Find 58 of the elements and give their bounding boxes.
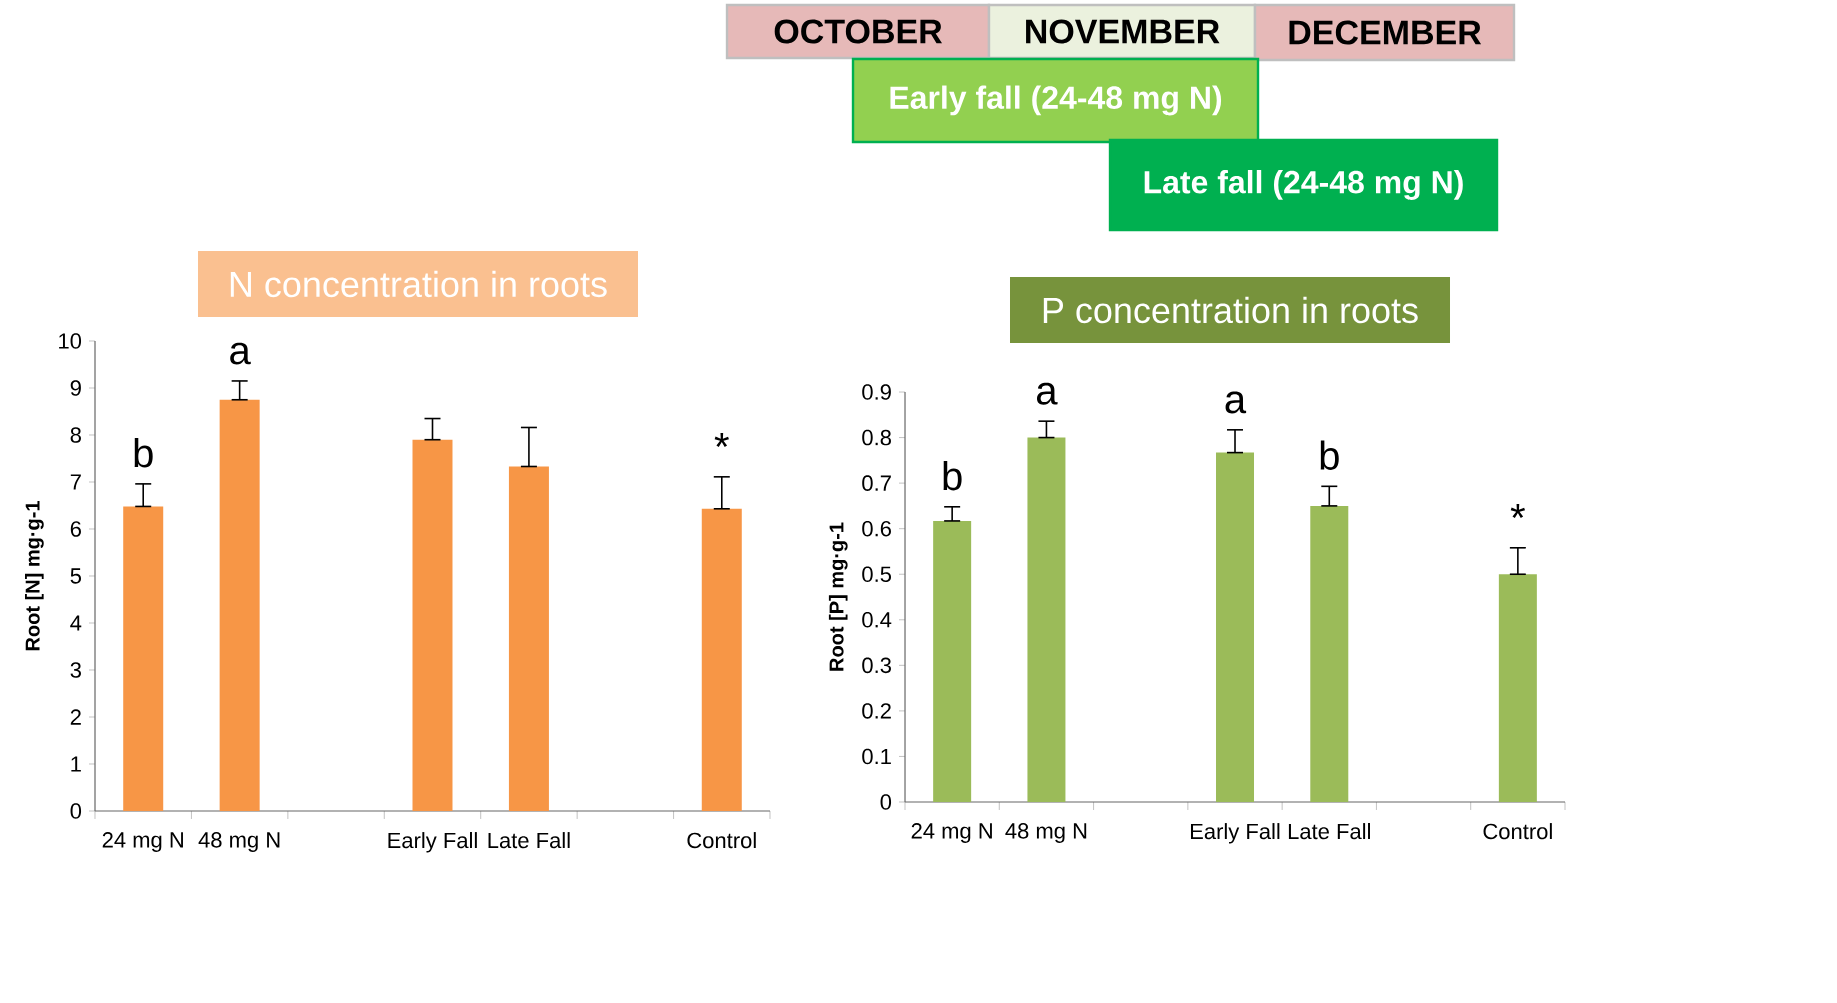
annotation: b [134,438,153,468]
x-tick-label: Control [687,832,756,849]
y-tick-label: 9 [70,380,81,396]
text: OCTOBER [774,19,943,44]
annotation: * [714,432,729,447]
x-tick-label: 24 mg N [102,832,183,852]
x-tick-label: Late Fall [1288,823,1370,840]
y-tick-label: 8 [70,427,81,443]
y-tick-label: 0.5 [862,566,891,583]
chart-title: N concentration in roots [230,270,607,298]
chart-title: P concentration in roots [1043,296,1418,324]
y-tick-label: 7 [70,474,81,490]
text: NOVEMBER [1026,19,1220,44]
y-tick-label: 5 [70,568,81,584]
x-tick-label: 48 mg N [1005,823,1087,843]
bar [933,520,972,802]
bar [701,508,742,811]
annotation: a [1225,391,1247,414]
y-axis-title: Root [P] mg·g-1 [828,522,848,671]
y-tick-label: 3 [70,662,81,678]
annotation: b [1320,440,1339,470]
annotation: a [1037,382,1058,405]
x-tick-label: 24 mg N [911,823,992,843]
bar [1027,437,1066,802]
bar [1498,574,1537,802]
y-tick-label: 1 [71,756,81,772]
y-tick-label: 2 [70,709,81,725]
y-tick-label: 10 [59,333,82,349]
y-tick-label: 6 [70,521,81,537]
bar [219,399,260,811]
annotation: a [230,342,251,365]
text: Early fall (24-48 mg N) [890,85,1222,116]
bar [123,506,164,811]
y-tick-label: 0.2 [862,703,891,719]
annotation: b [943,461,962,491]
y-tick-label: 0.9 [862,384,891,400]
text: Late fall (24-48 mg N) [1144,170,1463,200]
y-tick-label: 0.4 [862,612,892,628]
x-tick-label: Control [1483,823,1552,840]
y-tick-label: 4 [70,615,82,631]
text: DECEMBER [1289,20,1482,45]
bar [508,466,549,811]
y-tick-label: 0.7 [862,475,891,491]
annotation: * [1510,503,1526,518]
bar [412,439,453,811]
bar [1216,452,1255,802]
bar [1310,505,1349,802]
y-tick-label: 0.6 [862,520,891,537]
y-tick-label: 0.3 [862,657,891,674]
y-tick-label: 0 [880,794,892,810]
x-tick-label: Early Fall [1190,823,1280,844]
x-tick-label: Early Fall [388,832,477,853]
y-tick-label: 0.1 [862,748,891,765]
y-tick-label: 0 [70,803,82,819]
y-tick-label: 0.8 [862,429,891,446]
x-tick-label: Late Fall [488,832,570,849]
y-axis-title: Root [N] mg·g-1 [25,501,44,651]
x-tick-label: 48 mg N [198,832,280,852]
